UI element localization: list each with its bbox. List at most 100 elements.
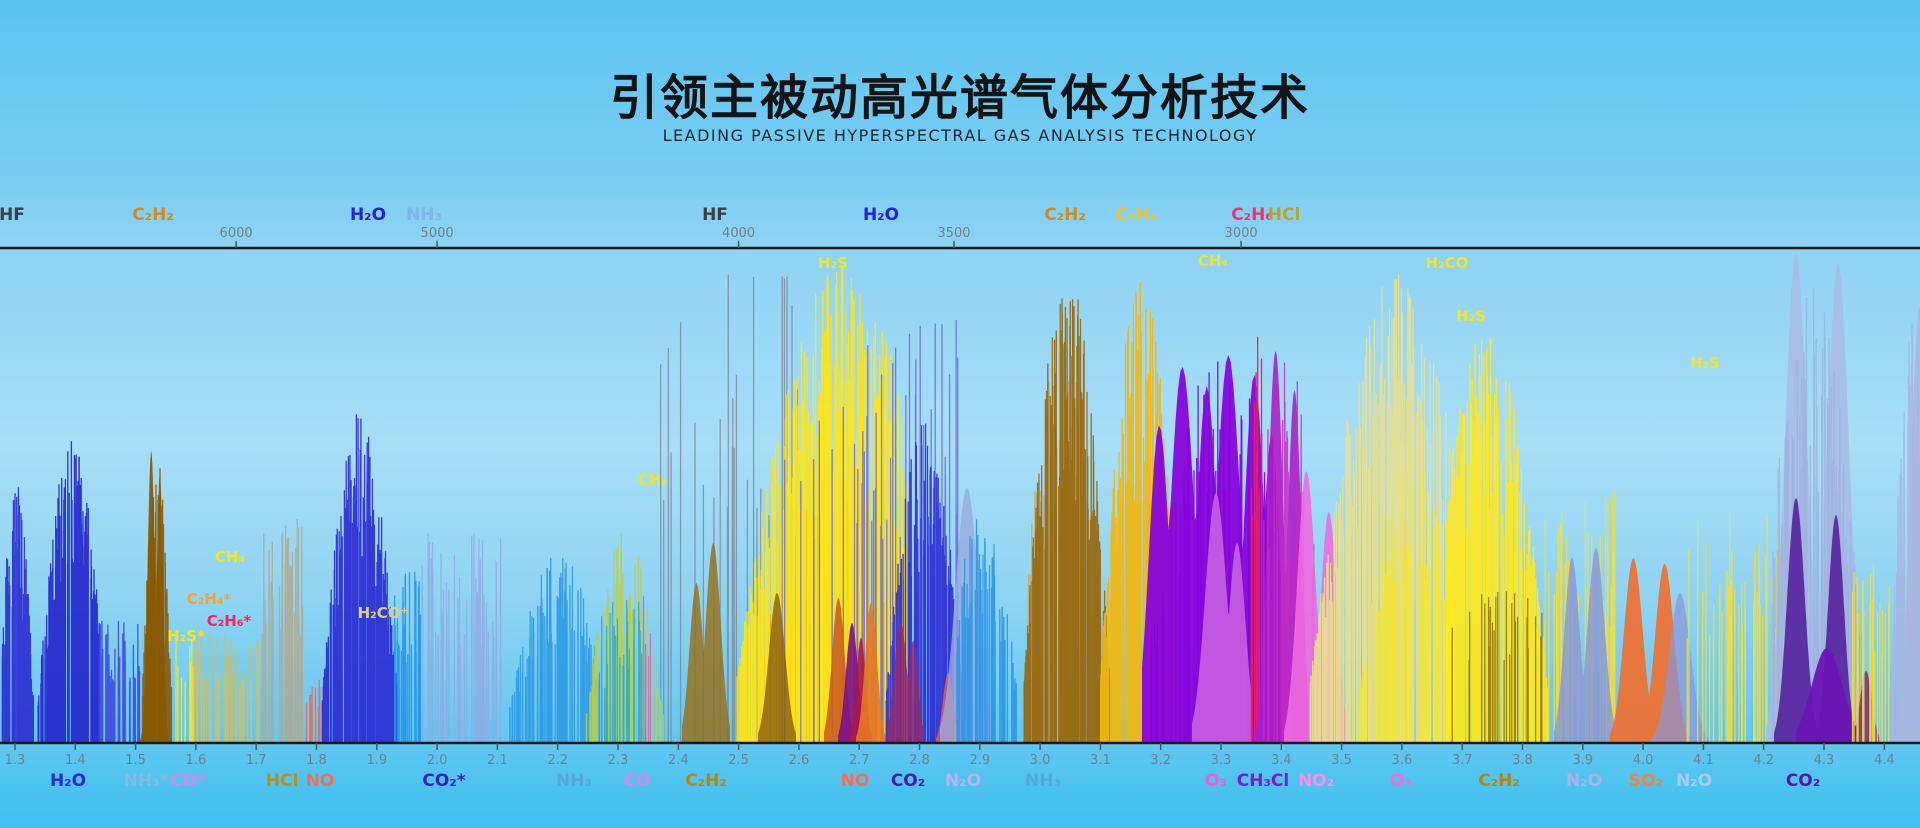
spectral-band-spikes [98, 620, 141, 743]
spectral-band-spikes [956, 519, 1017, 743]
bottom-axis-tick-label: 3.9 [1572, 753, 1593, 768]
spectral-band-spikes [1851, 564, 1890, 743]
spectral-band-mound [888, 623, 924, 743]
bottom-axis-tick-label: 3.5 [1331, 753, 1352, 768]
spectral-band-mound [682, 543, 730, 743]
bottom-gas-label: CO₂ [891, 771, 925, 791]
spectral-band-spikes [585, 533, 664, 743]
bottom-gas-label: CO₂* [422, 771, 465, 791]
inplot-gas-label: H₂S [1690, 354, 1720, 372]
inplot-gas-label: H₂CO⁺ [358, 604, 409, 622]
bottom-gas-label: NO₂ [1298, 771, 1334, 791]
spectral-band-mound [1554, 548, 1614, 743]
spectral-band-spikes [1889, 322, 1920, 743]
inplot-gas-label: CH₄ [638, 471, 668, 489]
bottom-axis-tick-label: 2.2 [547, 753, 568, 768]
bottom-axis-tick-label: 3.7 [1452, 753, 1473, 768]
bottom-axis-tick-label: 2.6 [789, 753, 810, 768]
top-gas-label: C₂H₆ [1231, 205, 1273, 225]
bottom-axis-tick-label: 3.8 [1512, 753, 1533, 768]
bottom-axis-tick-label: 1.5 [125, 753, 146, 768]
top-axis-tick-label: 6000 [220, 226, 253, 241]
bottom-axis-tick-label: 3.4 [1271, 753, 1292, 768]
inplot-gas-label: CH₄ [215, 548, 245, 566]
bottom-axis-tick-label: 4.3 [1814, 753, 1835, 768]
spectral-band-spikes [1, 487, 35, 743]
spectral-band-spikes [393, 571, 422, 743]
bottom-gas-label: NH₃ [556, 771, 592, 791]
bottom-gas-label: C₂H₂ [1478, 771, 1520, 791]
top-gas-label: H₂O [863, 205, 899, 225]
bottom-axis-tick-label: 2.0 [427, 753, 448, 768]
bottom-gas-label: NO [841, 771, 870, 791]
inplot-gas-label: H₂S [1456, 307, 1486, 325]
bottom-axis-tick-label: 2.7 [849, 753, 870, 768]
bottom-axis-tick-label: 1.4 [65, 753, 86, 768]
spectral-band-spikes [1451, 591, 1543, 743]
bottom-axis-tick-label: 2.9 [969, 753, 990, 768]
inplot-gas-label: H₂S [818, 254, 848, 272]
top-gas-label: C₂H₂ [1044, 205, 1086, 225]
bottom-axis-tick-label: 2.4 [668, 753, 689, 768]
spectral-band-spikes [642, 596, 652, 743]
bottom-gas-label: O₃ [1390, 771, 1412, 791]
bottom-axis-tick-label: 3.0 [1030, 753, 1051, 768]
top-axis-tick-label: 4000 [722, 226, 755, 241]
inplot-gas-label: H₂S* [167, 627, 205, 645]
bottom-axis-tick-label: 4.4 [1874, 753, 1895, 768]
inplot-gas-label: C₂H₄* [187, 590, 232, 608]
bottom-axis-tick-label: 1.6 [186, 753, 207, 768]
bottom-gas-label: NH₃* [124, 771, 169, 791]
bottom-axis-tick-label: 1.8 [306, 753, 327, 768]
spectral-band-spikes [1250, 336, 1263, 743]
top-gas-label: HF [0, 205, 25, 225]
bottom-axis-tick-label: 1.3 [5, 753, 26, 768]
bottom-gas-label: N₂O [1676, 771, 1712, 791]
top-gas-label: C₂H₄ [1115, 205, 1157, 225]
bottom-gas-label: N₂O [945, 771, 981, 791]
bottom-axis-tick-label: 3.3 [1211, 753, 1232, 768]
bottom-axis-tick-label: 3.1 [1090, 753, 1111, 768]
bottom-axis-tick-label: 3.6 [1392, 753, 1413, 768]
bottom-gas-label: CO* [170, 771, 206, 791]
bottom-gas-label: SO₂ [1629, 771, 1663, 791]
spectral-band-spikes [175, 629, 194, 743]
bottom-axis-tick-label: 1.7 [246, 753, 267, 768]
bottom-axis-tick-label: 4.1 [1693, 753, 1714, 768]
top-gas-label: H₂O [350, 205, 386, 225]
bottom-axis-tick-label: 4.0 [1633, 753, 1654, 768]
spectral-band-spikes [305, 679, 321, 743]
inplot-gas-label: H₂CO [1426, 254, 1469, 272]
bottom-gas-label: O₃ [1205, 771, 1227, 791]
bottom-gas-label: NO [306, 771, 335, 791]
spectral-band-mound [856, 603, 886, 743]
spectral-band-spikes [141, 468, 173, 743]
spectral-band-mound [1192, 493, 1252, 743]
bottom-gas-label: CH₃Cl [1237, 771, 1289, 791]
spectral-band-mound [758, 593, 796, 743]
bottom-axis-tick-label: 2.3 [608, 753, 629, 768]
bottom-axis-tick-label: 3.2 [1150, 753, 1171, 768]
top-axis-tick-label: 3500 [937, 226, 970, 241]
bottom-axis-tick-label: 2.5 [728, 753, 749, 768]
bottom-axis-tick-label: 2.8 [909, 753, 930, 768]
page-title: 引领主被动高光谱气体分析技术 [609, 70, 1310, 126]
spectral-band-spikes [193, 633, 260, 743]
bottom-axis-tick-label: 1.9 [366, 753, 387, 768]
spectral-band-spikes [261, 519, 304, 743]
bottom-axis-tick-label: 4.2 [1753, 753, 1774, 768]
spectral-band-spikes [421, 533, 502, 743]
bottom-gas-label: NH₃ [1025, 771, 1061, 791]
spectral-band-spikes [37, 441, 100, 743]
top-gas-label: HCl [1268, 205, 1301, 225]
spectral-band-spikes [1023, 298, 1111, 743]
inplot-gas-label: C₂H₆* [207, 612, 252, 630]
spectral-band-mound [1650, 593, 1710, 743]
top-axis-tick-label: 3000 [1225, 226, 1258, 241]
spectral-band-spikes [321, 414, 399, 743]
inplot-gas-label: CH₄ [1198, 252, 1228, 270]
bottom-gas-label: H₂O [50, 771, 86, 791]
bottom-gas-label: C₂H₂ [685, 771, 727, 791]
